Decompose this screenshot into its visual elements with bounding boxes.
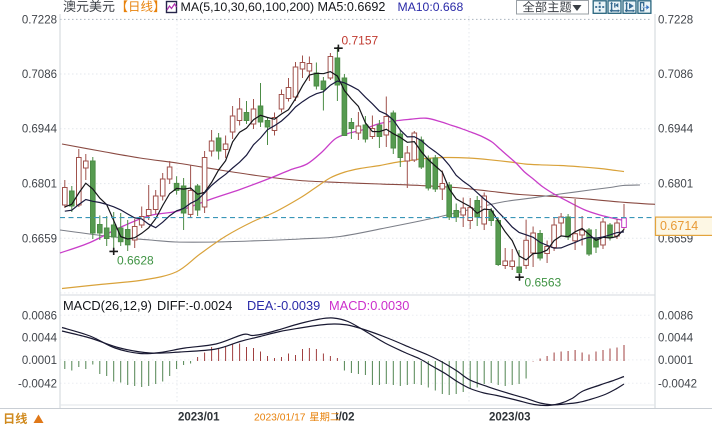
svg-text:-0.0042: -0.0042	[658, 378, 697, 390]
svg-text:0.0086: 0.0086	[22, 310, 57, 322]
svg-text:0.0001: 0.0001	[658, 355, 693, 367]
svg-text:DEA:-0.0039: DEA:-0.0039	[247, 298, 320, 313]
svg-text:0.7157: 0.7157	[342, 34, 379, 48]
svg-text:0.0086: 0.0086	[658, 310, 693, 322]
svg-text:0.6563: 0.6563	[525, 276, 562, 290]
svg-text:0.7086: 0.7086	[22, 69, 57, 81]
svg-text:0.6801: 0.6801	[22, 179, 57, 191]
svg-text:2023/01: 2023/01	[178, 412, 220, 424]
svg-text:0.6659: 0.6659	[22, 233, 57, 245]
svg-text:0.7086: 0.7086	[658, 69, 693, 81]
svg-text:MACD(26,12,9): MACD(26,12,9)	[63, 298, 152, 313]
svg-text:0.6714: 0.6714	[660, 219, 698, 233]
svg-text:0.7228: 0.7228	[658, 14, 693, 26]
svg-text:DIFF:-0.0024: DIFF:-0.0024	[157, 298, 232, 313]
svg-text:2023/03: 2023/03	[489, 412, 531, 424]
svg-text:0.0044: 0.0044	[658, 333, 694, 345]
svg-text:MA10:0.668: MA10:0.668	[398, 0, 464, 14]
svg-text:MA(5,10,30,60,100,200): MA(5,10,30,60,100,200)	[181, 0, 315, 14]
svg-text:MA5:0.6692: MA5:0.6692	[318, 0, 386, 14]
svg-text:2023/01/17: 2023/01/17	[254, 413, 306, 424]
svg-text:0.7228: 0.7228	[22, 14, 57, 26]
svg-text:MACD:0.0030: MACD:0.0030	[329, 298, 409, 313]
svg-text:0.6801: 0.6801	[658, 179, 693, 191]
svg-text:0.6944: 0.6944	[22, 124, 58, 136]
svg-text:0.6944: 0.6944	[658, 124, 694, 136]
svg-text:0.6628: 0.6628	[117, 254, 154, 268]
svg-text:0.0001: 0.0001	[22, 355, 57, 367]
svg-text:0.0044: 0.0044	[22, 333, 58, 345]
svg-text:-0.0042: -0.0042	[18, 378, 57, 390]
